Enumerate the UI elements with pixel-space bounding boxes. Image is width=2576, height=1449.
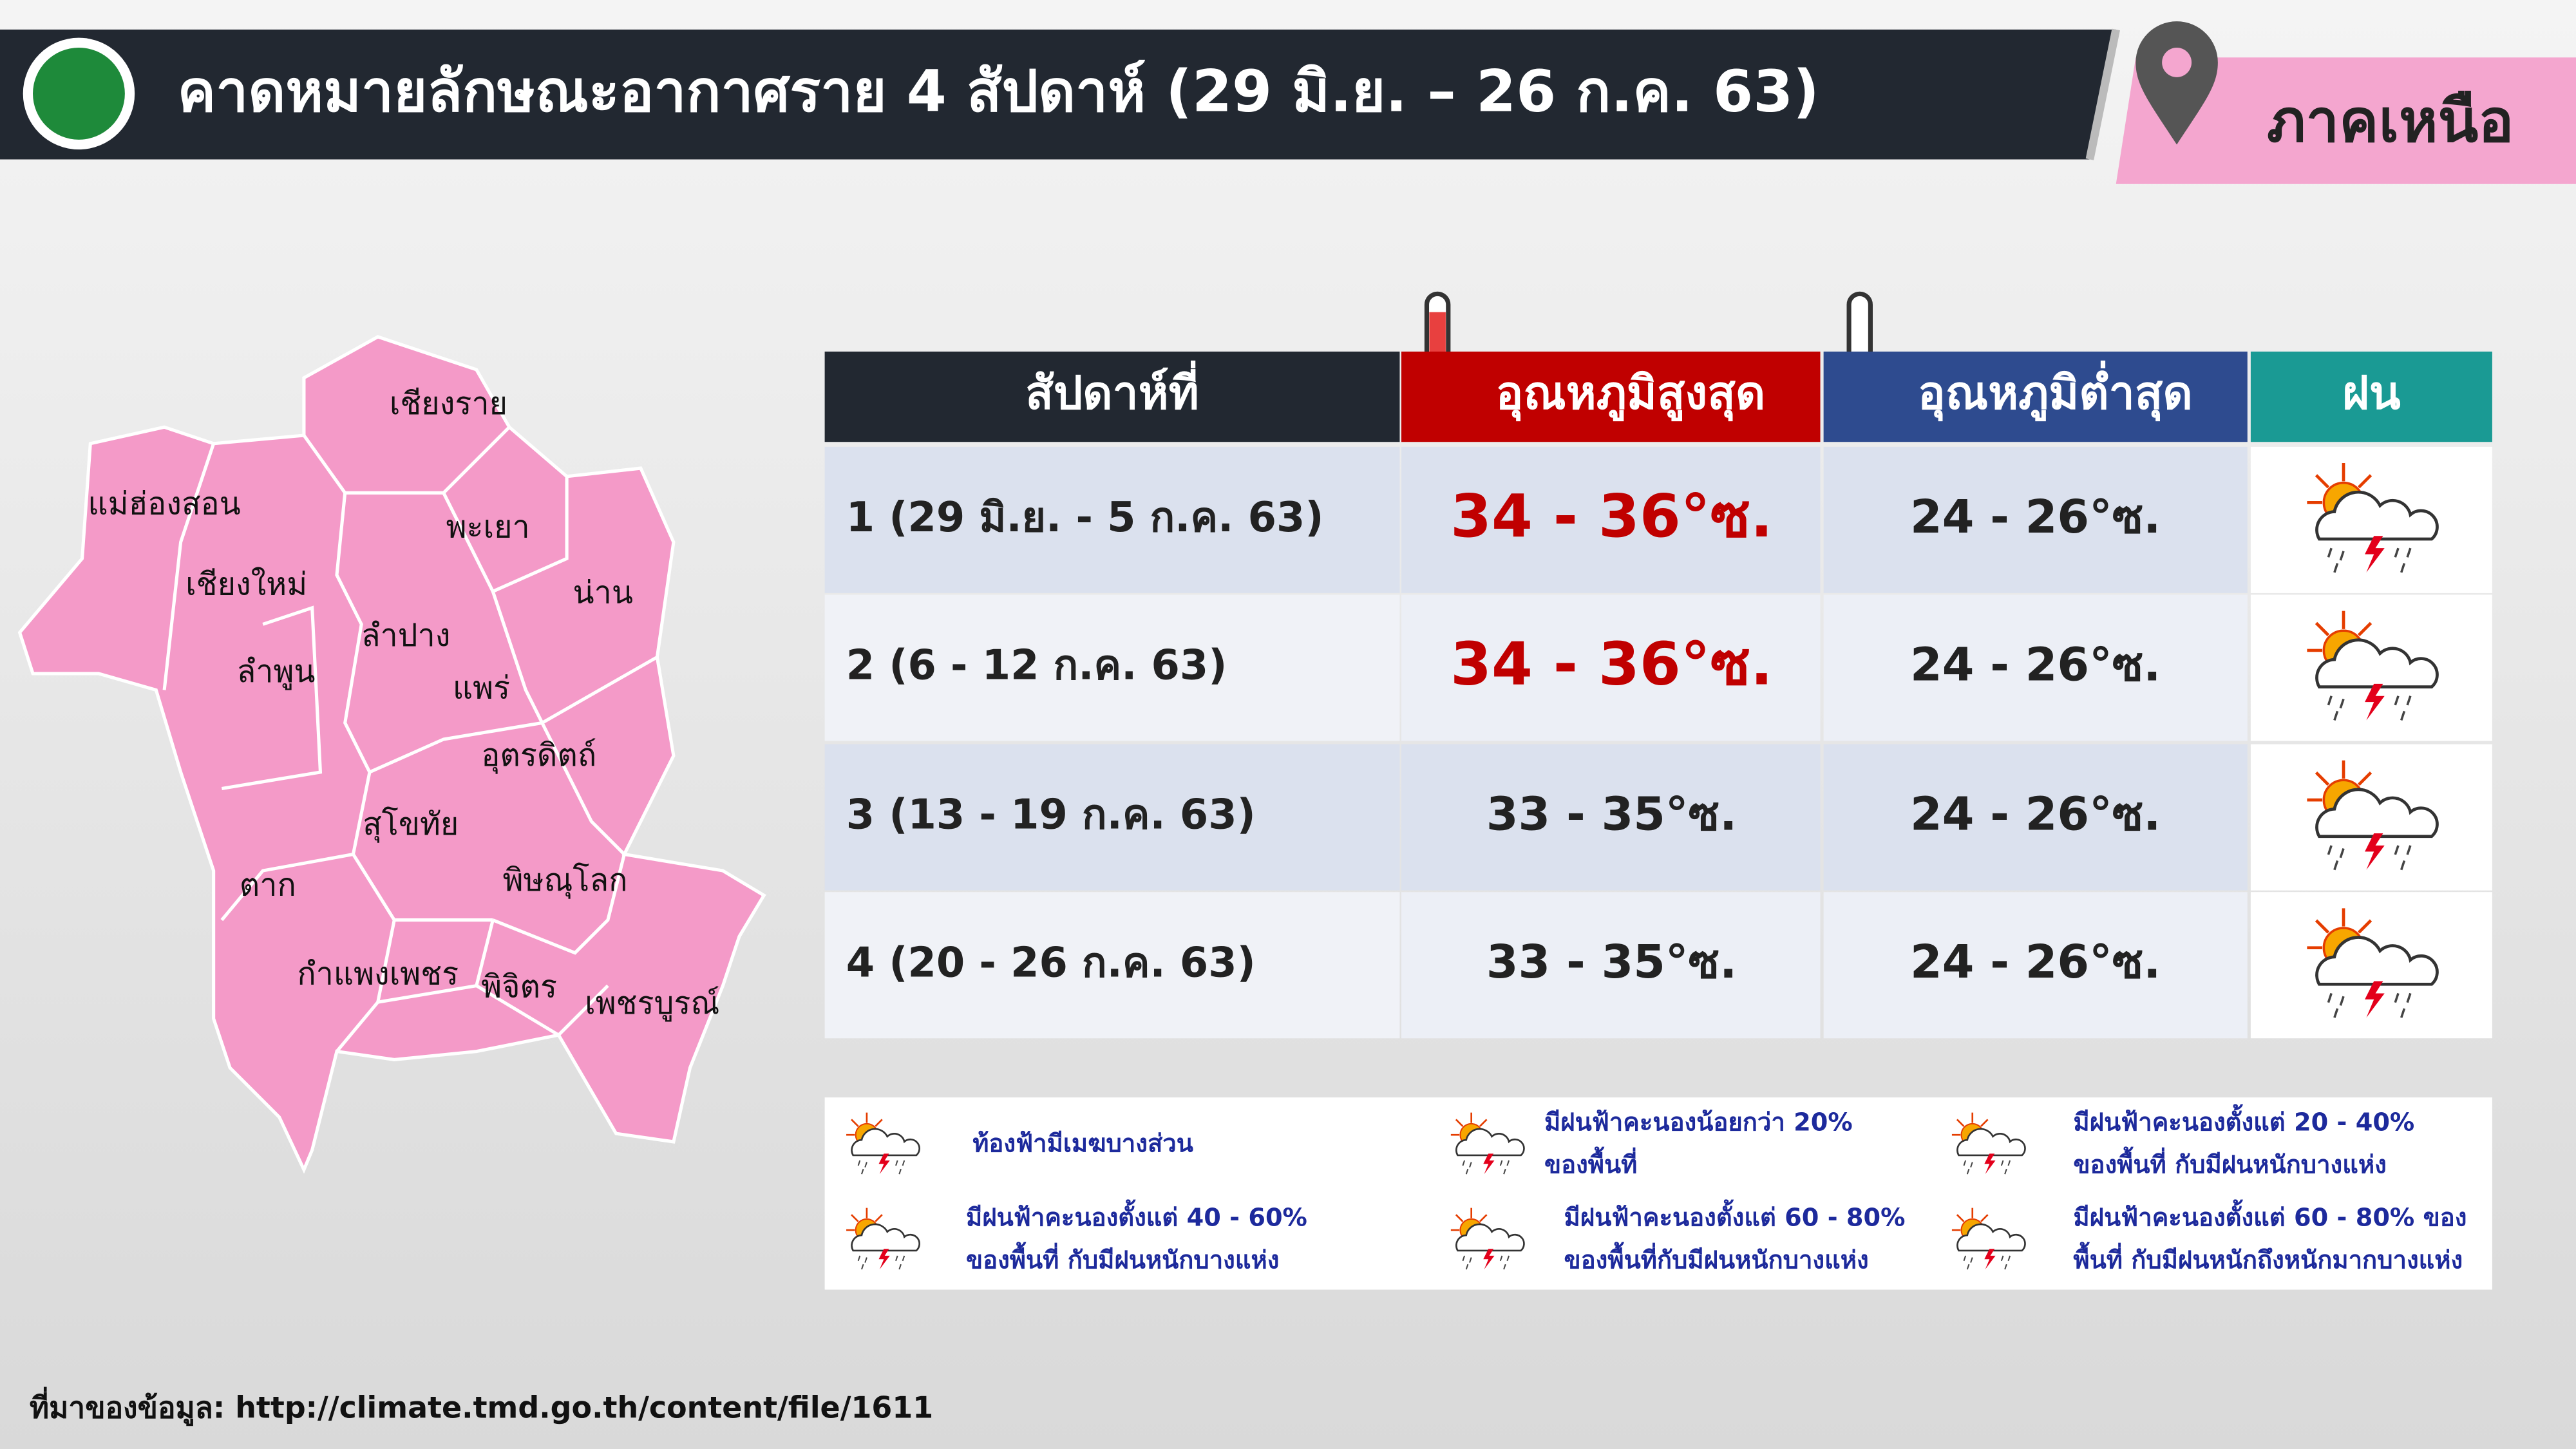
legend: ท้องฟ้ามีเมฆบางส่วน มีฝนฟ้าคะนองน้อยกว่า … xyxy=(845,1104,2467,1275)
pin-dot xyxy=(2162,47,2192,77)
min-temp: 24 - 26°ซ. xyxy=(1910,788,2161,841)
province-borders xyxy=(162,426,658,1053)
cell xyxy=(1401,594,1821,741)
cell xyxy=(1401,446,1821,593)
cell xyxy=(824,744,1400,891)
province-label: พิษณุโลก xyxy=(503,862,628,899)
province-label: ลำพูน xyxy=(237,654,316,690)
max-temp: 34 - 36°ซ. xyxy=(1450,629,1773,698)
legend-text: ท้องฟ้ามีเมฆบางส่วน xyxy=(972,1130,1193,1159)
cell xyxy=(1401,744,1821,891)
header-label: ฝน xyxy=(2342,366,2401,419)
legend-text: มีฝนฟ้าคะนองตั้งแต่ 60 - 80% xyxy=(1564,1199,1906,1232)
max-temp: 33 - 35°ซ. xyxy=(1486,935,1737,989)
province-label: เชียงราย xyxy=(390,386,507,422)
week-label: 2 (6 - 12 ก.ค. 63) xyxy=(846,642,1227,690)
min-temp: 24 - 26°ซ. xyxy=(1910,490,2161,544)
region-shape xyxy=(17,335,766,1174)
min-temp: 24 - 26°ซ. xyxy=(1910,638,2161,692)
cell xyxy=(1823,744,2248,891)
cell xyxy=(1401,892,1821,1039)
cell xyxy=(824,892,1400,1039)
province-label: กำแพงเพชร xyxy=(297,956,459,992)
province-label: ตาก xyxy=(240,867,296,904)
legend-text: มีฝนฟ้าคะนองตั้งแต่ 60 - 80% ของ xyxy=(2073,1199,2467,1232)
pin xyxy=(2136,21,2218,145)
legend-text: ของพื้นที่กับมีฝนหนักบางแห่ง xyxy=(1564,1242,1869,1275)
legend-text: มีฝนฟ้าคะนองตั้งแต่ 20 - 40% xyxy=(2073,1104,2414,1137)
region-box xyxy=(2116,57,2576,184)
header-cell xyxy=(1823,351,2248,442)
week-label: 1 (29 มิ.ย. - 5 ก.ค. 63) xyxy=(846,494,1324,542)
header-bar xyxy=(0,29,2116,160)
region: ภาคเหนือ xyxy=(2267,86,2514,155)
header-cell xyxy=(1401,351,1821,442)
legend-text: พื้นที่ กับมีฝนหนักถึงหนักมากบางแห่ง xyxy=(2073,1242,2463,1275)
header-cell xyxy=(824,351,1400,442)
cell xyxy=(1823,594,2248,741)
table: สัปดาห์ที่ อุณหภูมิสูงสุด อุณหภูมิต่ำสุด ฝน… xyxy=(824,351,2492,1039)
province-label: ลำปาง xyxy=(361,618,451,654)
cell xyxy=(824,594,1400,741)
cell xyxy=(824,446,1400,593)
header-label: อุณหภูมิต่ำสุด xyxy=(1918,360,2193,421)
province-label: น่าน xyxy=(573,574,632,611)
cell xyxy=(1823,892,2248,1039)
legend-box xyxy=(824,1097,2492,1290)
province-label: สุโขทัย xyxy=(363,806,459,843)
source: ที่มาของข้อมูล: http://climate.tmd.go.th… xyxy=(30,1387,933,1426)
legend-text: ของพื้นที่ xyxy=(1544,1147,1637,1180)
week-label: 4 (20 - 26 ก.ค. 63) xyxy=(846,939,1256,987)
min-temp: 24 - 26°ซ. xyxy=(1910,935,2161,989)
legend-text: มีฝนฟ้าคะนองตั้งแต่ 40 - 60% xyxy=(966,1199,1307,1232)
header-label: อุณหภูมิสูงสุด xyxy=(1496,366,1766,421)
header-edge xyxy=(2085,28,2120,160)
title: คาดหมายลักษณะอากาศราย 4 สัปดาห์ (29 มิ.ย… xyxy=(178,58,1819,125)
province-label: แพร่ xyxy=(453,670,510,706)
header-cell xyxy=(2250,351,2492,442)
province-label: พะเยา xyxy=(446,509,530,545)
week-label: 3 (13 - 19 ก.ค. 63) xyxy=(846,791,1256,839)
header-label: สัปดาห์ที่ xyxy=(1025,360,1199,419)
legend-text: มีฝนฟ้าคะนองน้อยกว่า 20% xyxy=(1544,1108,1853,1137)
max-temp: 33 - 35°ซ. xyxy=(1486,788,1737,841)
max-temp: 34 - 36°ซ. xyxy=(1450,482,1773,551)
province-label: อุตรดิตถ์ xyxy=(481,737,596,774)
legend-text: ของพื้นที่ กับมีฝนหนักบางแห่ง xyxy=(2073,1147,2386,1180)
province-label: เชียงใหม่ xyxy=(185,567,307,603)
province-label: เพชรบูรณ์ xyxy=(585,985,719,1022)
legend-text: ของพื้นที่ กับมีฝนหนักบางแห่ง xyxy=(966,1242,1279,1275)
province-label: แม่ฮ่องสอน xyxy=(88,486,240,522)
cell xyxy=(1823,446,2248,593)
province-label: พิจิตร xyxy=(481,969,557,1005)
logo-inner xyxy=(33,47,125,140)
